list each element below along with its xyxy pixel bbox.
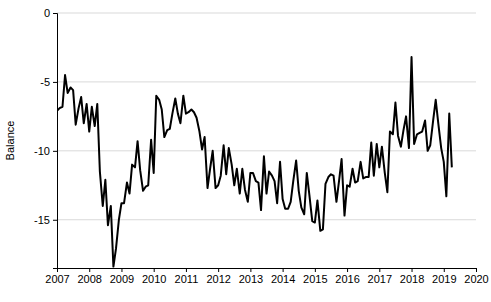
- x-tick-mark: [121, 268, 122, 272]
- x-tick: 2017: [368, 268, 392, 285]
- y-tick-label: -10: [34, 145, 50, 157]
- plot-area: [57, 57, 452, 267]
- x-tick-mark: [412, 268, 413, 272]
- x-tick-mark: [57, 268, 58, 272]
- x-tick-label: 2018: [400, 273, 424, 285]
- x-tick: 2018: [400, 268, 424, 285]
- x-tick: 2011: [175, 268, 199, 285]
- x-tick-mark: [315, 268, 316, 272]
- x-tick-label: 2009: [110, 273, 134, 285]
- grid-line: [57, 13, 476, 14]
- x-tick-mark: [476, 268, 477, 272]
- x-tick-label: 2013: [239, 273, 263, 285]
- x-tick-mark: [379, 268, 380, 272]
- y-tick-label: -15: [34, 214, 50, 226]
- x-tick-mark: [218, 268, 219, 272]
- x-tick-mark: [347, 268, 348, 272]
- x-tick: 2019: [432, 268, 456, 285]
- x-tick-label: 2012: [206, 273, 230, 285]
- y-tick-label: -5: [40, 76, 50, 88]
- y-tick: -15: [34, 214, 57, 226]
- y-tick-label: 0: [44, 7, 50, 19]
- x-tick: 2015: [303, 268, 327, 285]
- x-tick: 2013: [239, 268, 263, 285]
- x-tick: 2010: [142, 268, 166, 285]
- x-tick-label: 2019: [432, 273, 456, 285]
- x-tick-mark: [89, 268, 90, 272]
- x-tick-mark: [444, 268, 445, 272]
- x-tick-mark: [283, 268, 284, 272]
- y-tick-mark: [53, 151, 57, 152]
- x-axis: 2007 2008 2009 2010 2011 2012 2013 2014 2015 2016…: [45, 268, 488, 285]
- x-tick-mark: [186, 268, 187, 272]
- y-axis: 0 -5 -10 -15: [34, 7, 57, 268]
- y-axis-title: Balance: [4, 121, 16, 161]
- y-tick-mark: [53, 82, 57, 83]
- y-tick-mark: [53, 220, 57, 221]
- x-tick: 2012: [206, 268, 230, 285]
- x-tick-label: 2020: [464, 273, 488, 285]
- y-tick-mark: [53, 13, 57, 14]
- x-tick-label: 2015: [303, 273, 327, 285]
- x-tick-label: 2017: [368, 273, 392, 285]
- y-tick: -5: [40, 76, 57, 88]
- x-axis-line: [58, 269, 477, 273]
- x-tick-label: 2016: [335, 273, 359, 285]
- x-tick: 2020: [464, 268, 488, 285]
- x-tick-label: 2014: [271, 273, 295, 285]
- x-tick-label: 2007: [45, 273, 69, 285]
- x-tick-mark: [154, 268, 155, 272]
- x-tick: 2008: [77, 268, 101, 285]
- x-tick-label: 2011: [175, 273, 199, 285]
- x-tick: 2016: [335, 268, 359, 285]
- y-axis-line: [53, 14, 58, 269]
- y-tick: 0: [44, 7, 57, 19]
- x-tick: 2009: [110, 268, 134, 285]
- x-tick: 2007: [45, 268, 69, 285]
- y-tick: -10: [34, 145, 57, 157]
- x-tick-label: 2010: [142, 273, 166, 285]
- grid-line: [57, 150, 476, 151]
- x-tick-mark: [250, 268, 251, 272]
- chart: 0 -5 -10 -15 2007 2008 2009 2010 2011 2012 2013 201…: [0, 0, 491, 302]
- x-tick-label: 2008: [77, 273, 101, 285]
- x-tick: 2014: [271, 268, 295, 285]
- line: [57, 57, 452, 267]
